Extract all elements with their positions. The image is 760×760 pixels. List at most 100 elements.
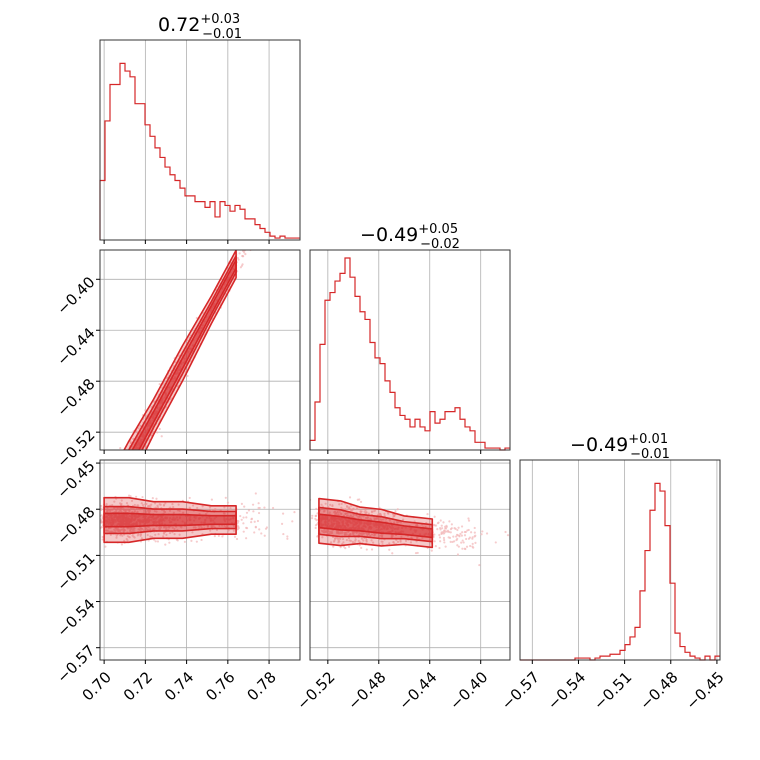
sample-point-2-697 xyxy=(328,518,331,522)
sample-point-2-800 xyxy=(494,541,497,544)
sample-point-0-590 xyxy=(124,472,126,474)
sample-point-2-448 xyxy=(460,541,463,544)
sample-point-1-505 xyxy=(208,517,211,520)
sample-point-1-810 xyxy=(137,515,140,518)
sample-point-2-266 xyxy=(352,507,355,510)
sample-point-0-87 xyxy=(107,491,109,493)
sample-point-1-284 xyxy=(113,500,116,503)
panel-frame-diag-2 xyxy=(519,459,721,661)
sample-point-2-492 xyxy=(348,496,352,499)
sample-point-2-847 xyxy=(379,528,382,531)
sample-point-1-404 xyxy=(163,510,167,514)
sample-point-0-739 xyxy=(213,302,216,305)
sample-point-0-200 xyxy=(259,214,261,216)
sample-point-2-748 xyxy=(320,519,323,522)
sample-point-2-132 xyxy=(342,541,345,544)
sample-point-0-219 xyxy=(117,486,119,488)
sample-point-1-788 xyxy=(237,519,240,523)
sample-point-0-262 xyxy=(120,476,122,478)
sample-point-1-380 xyxy=(254,526,257,529)
sample-point-0-499 xyxy=(116,490,118,492)
sample-point-2-746 xyxy=(426,513,429,516)
sample-point-2-371 xyxy=(345,504,349,508)
sample-point-2-446 xyxy=(414,530,417,534)
sample-point-1-314 xyxy=(172,516,175,519)
sample-point-0-484 xyxy=(189,347,192,350)
sample-point-2-714 xyxy=(346,520,349,523)
sample-point-1-425 xyxy=(196,506,199,510)
sample-point-0-158 xyxy=(115,486,117,488)
sample-point-2-747 xyxy=(421,528,424,531)
sample-point-2-827 xyxy=(332,522,336,525)
sample-point-2-443 xyxy=(410,536,413,539)
sample-point-2-171 xyxy=(449,531,452,534)
sample-point-2-198 xyxy=(469,544,472,548)
sample-point-1-330 xyxy=(251,503,255,506)
sample-point-0-510 xyxy=(128,486,130,488)
sample-point-2-679 xyxy=(364,525,367,529)
panel-frame-0 xyxy=(99,249,301,451)
sample-point-0-608 xyxy=(130,456,132,458)
sample-point-1-825 xyxy=(120,510,123,513)
sample-point-0-640 xyxy=(118,490,120,492)
ytick-label-p2-3: −0.48 xyxy=(53,503,98,548)
sample-point-2-753 xyxy=(332,540,336,543)
sample-point-0-122 xyxy=(126,466,128,468)
sample-point-2-656 xyxy=(464,537,468,541)
sample-point-1-327 xyxy=(109,521,112,524)
sample-point-2-817 xyxy=(474,534,477,537)
sample-point-1-275 xyxy=(124,509,127,513)
sample-point-2-856 xyxy=(464,530,467,534)
sample-point-2-810 xyxy=(337,539,340,542)
sample-point-2-866 xyxy=(377,524,380,527)
sample-point-0-864 xyxy=(129,441,132,445)
sample-point-2-703 xyxy=(364,531,368,535)
sample-point-2-842 xyxy=(442,532,445,535)
sample-point-2-844 xyxy=(456,537,459,540)
sample-point-0-53 xyxy=(126,453,128,455)
sample-point-0-621 xyxy=(112,480,114,482)
sample-point-1-896 xyxy=(121,522,124,525)
sample-point-0-757 xyxy=(113,488,115,490)
sample-point-0-347 xyxy=(104,488,106,490)
sample-point-2-399 xyxy=(383,512,386,515)
sample-point-1-715 xyxy=(158,503,161,506)
sample-point-2-84 xyxy=(438,536,442,539)
sample-point-0-586 xyxy=(122,473,124,475)
sample-point-0-363 xyxy=(122,489,124,491)
sample-point-0-420 xyxy=(136,468,138,470)
sample-point-1-198 xyxy=(205,516,208,519)
sample-point-0-673 xyxy=(114,474,116,476)
sample-point-1-426 xyxy=(257,502,260,505)
sample-point-0-859 xyxy=(118,480,120,482)
sample-point-1-328 xyxy=(293,511,296,514)
sample-point-0-614 xyxy=(198,331,201,334)
sample-point-2-621 xyxy=(337,531,340,535)
sample-point-0-516 xyxy=(125,455,127,457)
sample-point-0-429 xyxy=(118,476,120,478)
sample-point-0-352 xyxy=(124,480,126,482)
sample-point-2-841 xyxy=(330,520,333,523)
sample-point-0-6 xyxy=(126,460,128,462)
sample-point-1-784 xyxy=(110,523,113,527)
sample-point-2-839 xyxy=(315,514,318,517)
sample-point-2-504 xyxy=(319,523,322,526)
sample-point-2-884 xyxy=(345,531,348,534)
sample-point-2-782 xyxy=(331,504,334,508)
sample-point-1-738 xyxy=(209,519,212,522)
sample-point-1-21 xyxy=(171,503,174,506)
sample-point-2-623 xyxy=(354,539,357,542)
sample-point-1-334 xyxy=(291,520,294,523)
sample-point-0-259 xyxy=(119,487,121,489)
sample-point-1-874 xyxy=(137,533,140,536)
sample-point-2-680 xyxy=(460,534,464,537)
sample-point-0-569 xyxy=(116,480,118,482)
sample-point-2-429 xyxy=(338,511,341,514)
sample-point-0-238 xyxy=(124,471,126,473)
sample-point-1-149 xyxy=(145,510,148,514)
sample-point-2-71 xyxy=(344,547,347,550)
sample-point-0-511 xyxy=(128,464,130,466)
sample-point-0-341 xyxy=(107,491,109,493)
sample-point-2-662 xyxy=(310,517,314,520)
sample-point-1-611 xyxy=(100,514,103,517)
